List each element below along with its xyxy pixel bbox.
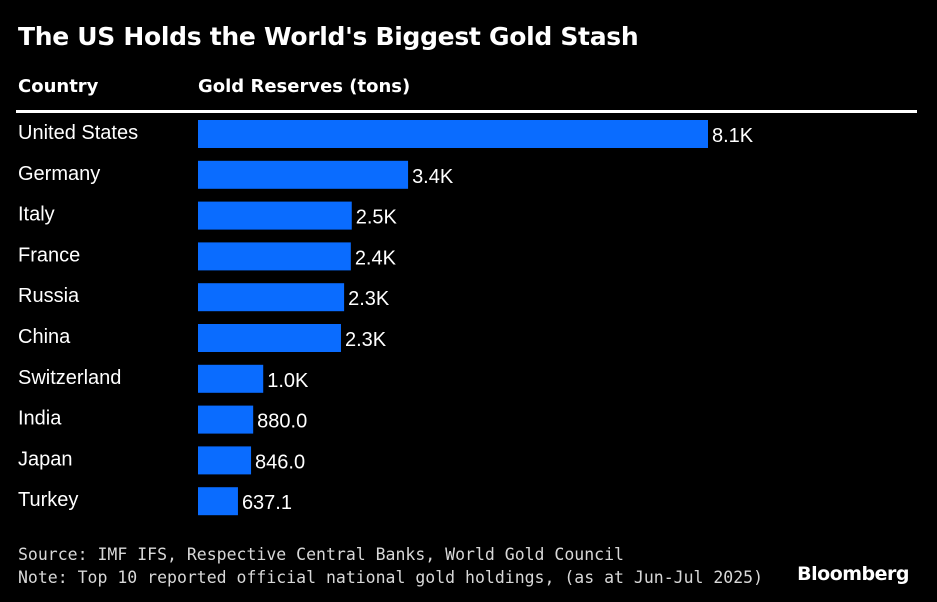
category-label-india: India xyxy=(18,408,62,430)
value-label-india: 880.0 xyxy=(257,411,307,433)
category-label-italy: Italy xyxy=(18,204,55,226)
header-divider xyxy=(16,110,917,113)
bar-turkey xyxy=(198,487,238,516)
chart-title: The US Holds the World's Biggest Gold St… xyxy=(18,22,639,51)
bar-japan xyxy=(198,446,252,475)
category-label-russia: Russia xyxy=(18,285,80,307)
category-label-united-states: United States xyxy=(18,122,138,144)
value-label-germany: 3.4K xyxy=(412,166,454,188)
category-label-germany: Germany xyxy=(18,163,100,185)
bar-united-states xyxy=(198,120,708,148)
bar-switzerland xyxy=(198,364,264,393)
value-label-france: 2.4K xyxy=(355,247,397,269)
value-label-china: 2.3K xyxy=(345,329,387,351)
bar-france xyxy=(198,242,351,271)
bar-india xyxy=(198,405,254,434)
source-note: Source: IMF IFS, Respective Central Bank… xyxy=(18,545,624,564)
value-label-russia: 2.3K xyxy=(348,288,390,310)
value-column-header: Gold Reserves (tons) xyxy=(198,76,411,97)
bar-germany xyxy=(198,160,409,189)
category-label-france: France xyxy=(18,244,80,266)
value-label-italy: 2.5K xyxy=(356,207,398,229)
bar-russia xyxy=(198,283,345,312)
bar-italy xyxy=(198,201,352,230)
value-label-japan: 846.0 xyxy=(255,451,305,473)
value-label-turkey: 637.1 xyxy=(242,492,292,514)
value-label-switzerland: 1.0K xyxy=(267,370,309,392)
bloomberg-logo: Bloomberg xyxy=(797,563,909,585)
value-label-united-states: 8.1K xyxy=(712,125,754,147)
country-column-header: Country xyxy=(18,76,99,97)
category-label-switzerland: Switzerland xyxy=(18,367,121,389)
category-label-china: China xyxy=(18,326,71,348)
category-label-turkey: Turkey xyxy=(18,489,78,511)
category-label-japan: Japan xyxy=(18,448,73,470)
footnote: Note: Top 10 reported official national … xyxy=(18,568,764,587)
bar-china xyxy=(198,324,341,352)
